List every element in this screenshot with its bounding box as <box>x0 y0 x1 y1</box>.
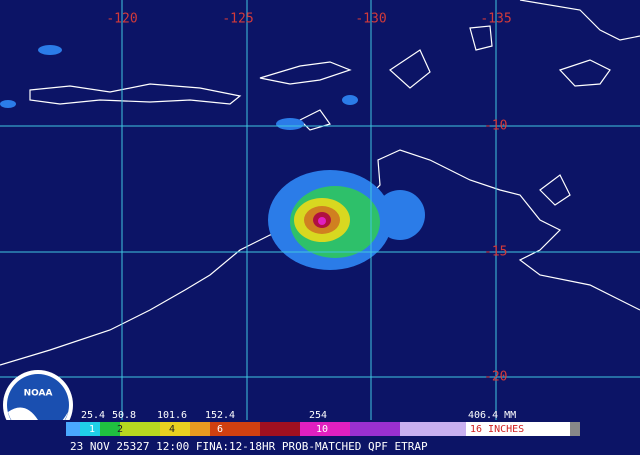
latitude-label: -10 <box>484 119 507 134</box>
legend-mm-label: 50.8 <box>112 410 136 421</box>
latitude-label: -15 <box>484 245 507 260</box>
legend-mm-label: 25.4 <box>81 410 105 421</box>
legend-inch-label: 6 <box>217 424 223 435</box>
latitude-label: -20 <box>484 370 507 385</box>
caption: 23 NOV 25327 12:00 FINA:12-18HR PROB-MAT… <box>70 440 428 453</box>
legend-inch-label: 10 <box>316 424 328 435</box>
legend-mm-label: 152.4 <box>205 410 235 421</box>
precipitation <box>0 45 425 270</box>
legend-mm-label: 254 <box>309 410 327 421</box>
legend-inch-label: 1 <box>89 424 95 435</box>
longitude-label: -130 <box>355 12 386 27</box>
longitude-label: -120 <box>106 12 137 27</box>
legend-mm-label: 101.6 <box>157 410 187 421</box>
legend-inch-label: 16 INCHES <box>470 424 524 435</box>
legend-mm-label: 406.4 MM <box>468 410 516 421</box>
longitude-label: -125 <box>222 12 253 27</box>
logo-text: NOAA <box>24 389 53 399</box>
longitude-label: -135 <box>480 12 511 27</box>
graticule <box>0 0 640 420</box>
coastlines <box>0 0 640 366</box>
legend-bar <box>66 422 580 436</box>
legend-inch-label: 4 <box>169 424 175 435</box>
legend-inch-label: 2 <box>117 424 123 435</box>
